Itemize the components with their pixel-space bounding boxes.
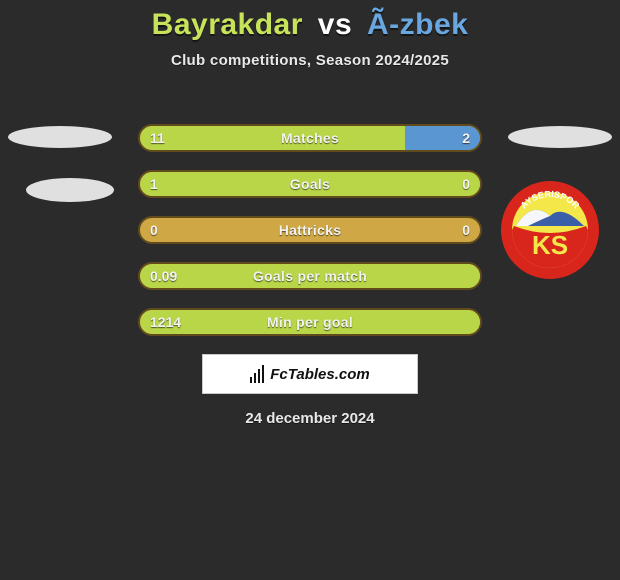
stats-list: 11Matches21Goals00Hattricks00.09Goals pe… [138, 124, 482, 354]
stat-row: 1214Min per goal [138, 308, 482, 336]
stat-row: 0Hattricks0 [138, 216, 482, 244]
stat-value-right: 0 [462, 172, 470, 196]
club-badge: KS AYSERISPOR [500, 180, 600, 280]
player2-name: Ã-zbek [367, 8, 468, 41]
stat-label: Goals per match [140, 264, 480, 288]
stat-label: Goals [140, 172, 480, 196]
stat-label: Hattricks [140, 218, 480, 242]
stat-value-right: 0 [462, 218, 470, 242]
vs-label: vs [318, 8, 352, 41]
stat-row: 11Matches2 [138, 124, 482, 152]
brand-box[interactable]: FcTables.com [202, 354, 418, 394]
brand-bars-icon [250, 365, 264, 383]
svg-text:KS: KS [532, 230, 568, 260]
stat-row: 1Goals0 [138, 170, 482, 198]
stat-value-right: 2 [462, 126, 470, 150]
subtitle: Club competitions, Season 2024/2025 [0, 52, 620, 69]
avatar-placeholder-left-2 [26, 178, 114, 202]
stat-label: Min per goal [140, 310, 480, 334]
comparison-card: Bayrakdar vs Ã-zbek Club competitions, S… [0, 0, 620, 436]
avatar-placeholder-left-1 [8, 126, 112, 148]
stat-label: Matches [140, 126, 480, 150]
player1-name: Bayrakdar [152, 8, 303, 41]
date-label: 24 december 2024 [0, 410, 620, 427]
title: Bayrakdar vs Ã-zbek [0, 0, 620, 42]
avatar-placeholder-right [508, 126, 612, 148]
stat-row: 0.09Goals per match [138, 262, 482, 290]
brand-text: FcTables.com [270, 366, 369, 383]
